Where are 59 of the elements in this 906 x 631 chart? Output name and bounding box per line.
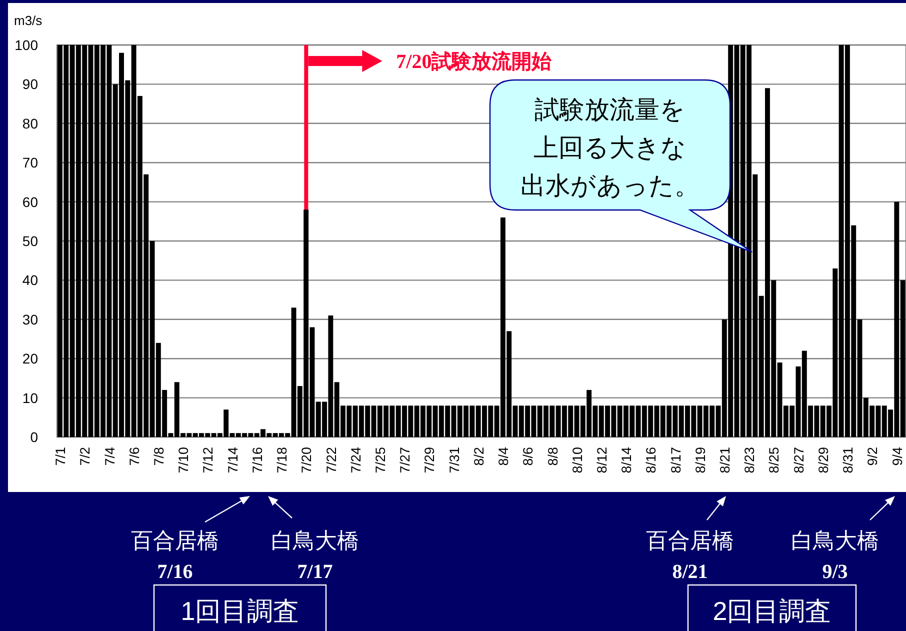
x-tick-label: 7/6 [126,447,142,466]
text: 9/3 [822,561,848,583]
text: 2回目調査 [712,596,832,626]
y-tick-label: 70 [22,154,38,171]
x-tick-label: 8/10 [570,447,585,474]
x-tick-label: 8/14 [619,446,634,474]
x-tick-label: 7/29 [422,447,438,474]
y-tick-label: 30 [22,311,38,328]
x-tick-label: 8/6 [520,447,536,466]
x-tick-label: 7/18 [274,447,290,474]
x-tick-label: 8/8 [545,447,560,466]
x-tick-label: 9/4 [890,446,905,466]
y-tick-label: 40 [22,272,38,288]
x-tick-label: 8/2 [471,447,486,466]
x-tick-label: 8/31 [840,447,856,474]
text: 7/17 [297,561,333,583]
ref-line-label: 7/20試験放流開始 [396,50,553,73]
x-tick-label: 8/23 [742,447,758,474]
x-tick-label: 7/2 [78,447,93,466]
annotation: 試験放流量を上回る大きな出水があった。 [520,96,700,200]
x-tick-label: 8/21 [718,447,733,474]
y-axis-title: m3/s [14,13,43,28]
x-tick-label: 8/16 [644,447,659,474]
text: 百合居橋 [646,528,734,553]
y-tick-label: 80 [22,115,38,132]
text: 白鳥大橋 [791,528,879,553]
y-tick-label: 20 [22,350,38,367]
text: 1回目調査 [180,596,300,626]
text: 7/16 [157,561,193,583]
text: 百合居橋 [131,528,219,553]
x-tick-label: 7/1 [53,447,68,466]
x-tick-label: 9/2 [865,447,880,466]
y-tick-label: 0 [30,429,38,445]
y-tick-label: 100 [14,37,38,53]
x-tick-label: 7/27 [398,447,413,474]
x-tick-label: 8/29 [816,447,831,474]
y-tick-label: 60 [22,194,38,210]
x-tick-label: 8/4 [496,446,512,466]
text: 白鳥大橋 [271,528,359,553]
x-tick-label: 7/8 [152,447,167,466]
x-tick-label: 7/20 [299,447,314,474]
y-tick-label: 10 [22,390,38,406]
y-tick-label: 90 [22,76,38,92]
x-tick-label: 8/17 [668,447,684,474]
x-tick-label: 7/4 [102,446,118,466]
x-tick-label: 8/12 [594,447,610,474]
x-tick-label: 7/25 [372,447,388,474]
x-tick-label: 7/14 [225,446,240,474]
x-tick-label: 7/12 [200,447,216,474]
x-tick-label: 7/16 [250,447,265,474]
x-tick-label: 7/22 [324,447,339,474]
x-tick-label: 7/24 [348,446,364,474]
x-tick-label: 7/10 [176,447,192,474]
x-tick-label: 8/25 [766,447,782,474]
y-tick-label: 50 [22,233,38,249]
x-tick-label: 8/27 [791,447,806,474]
x-tick-label: 8/19 [692,447,708,474]
text: 8/21 [672,561,708,583]
x-tick-label: 7/31 [446,447,462,474]
